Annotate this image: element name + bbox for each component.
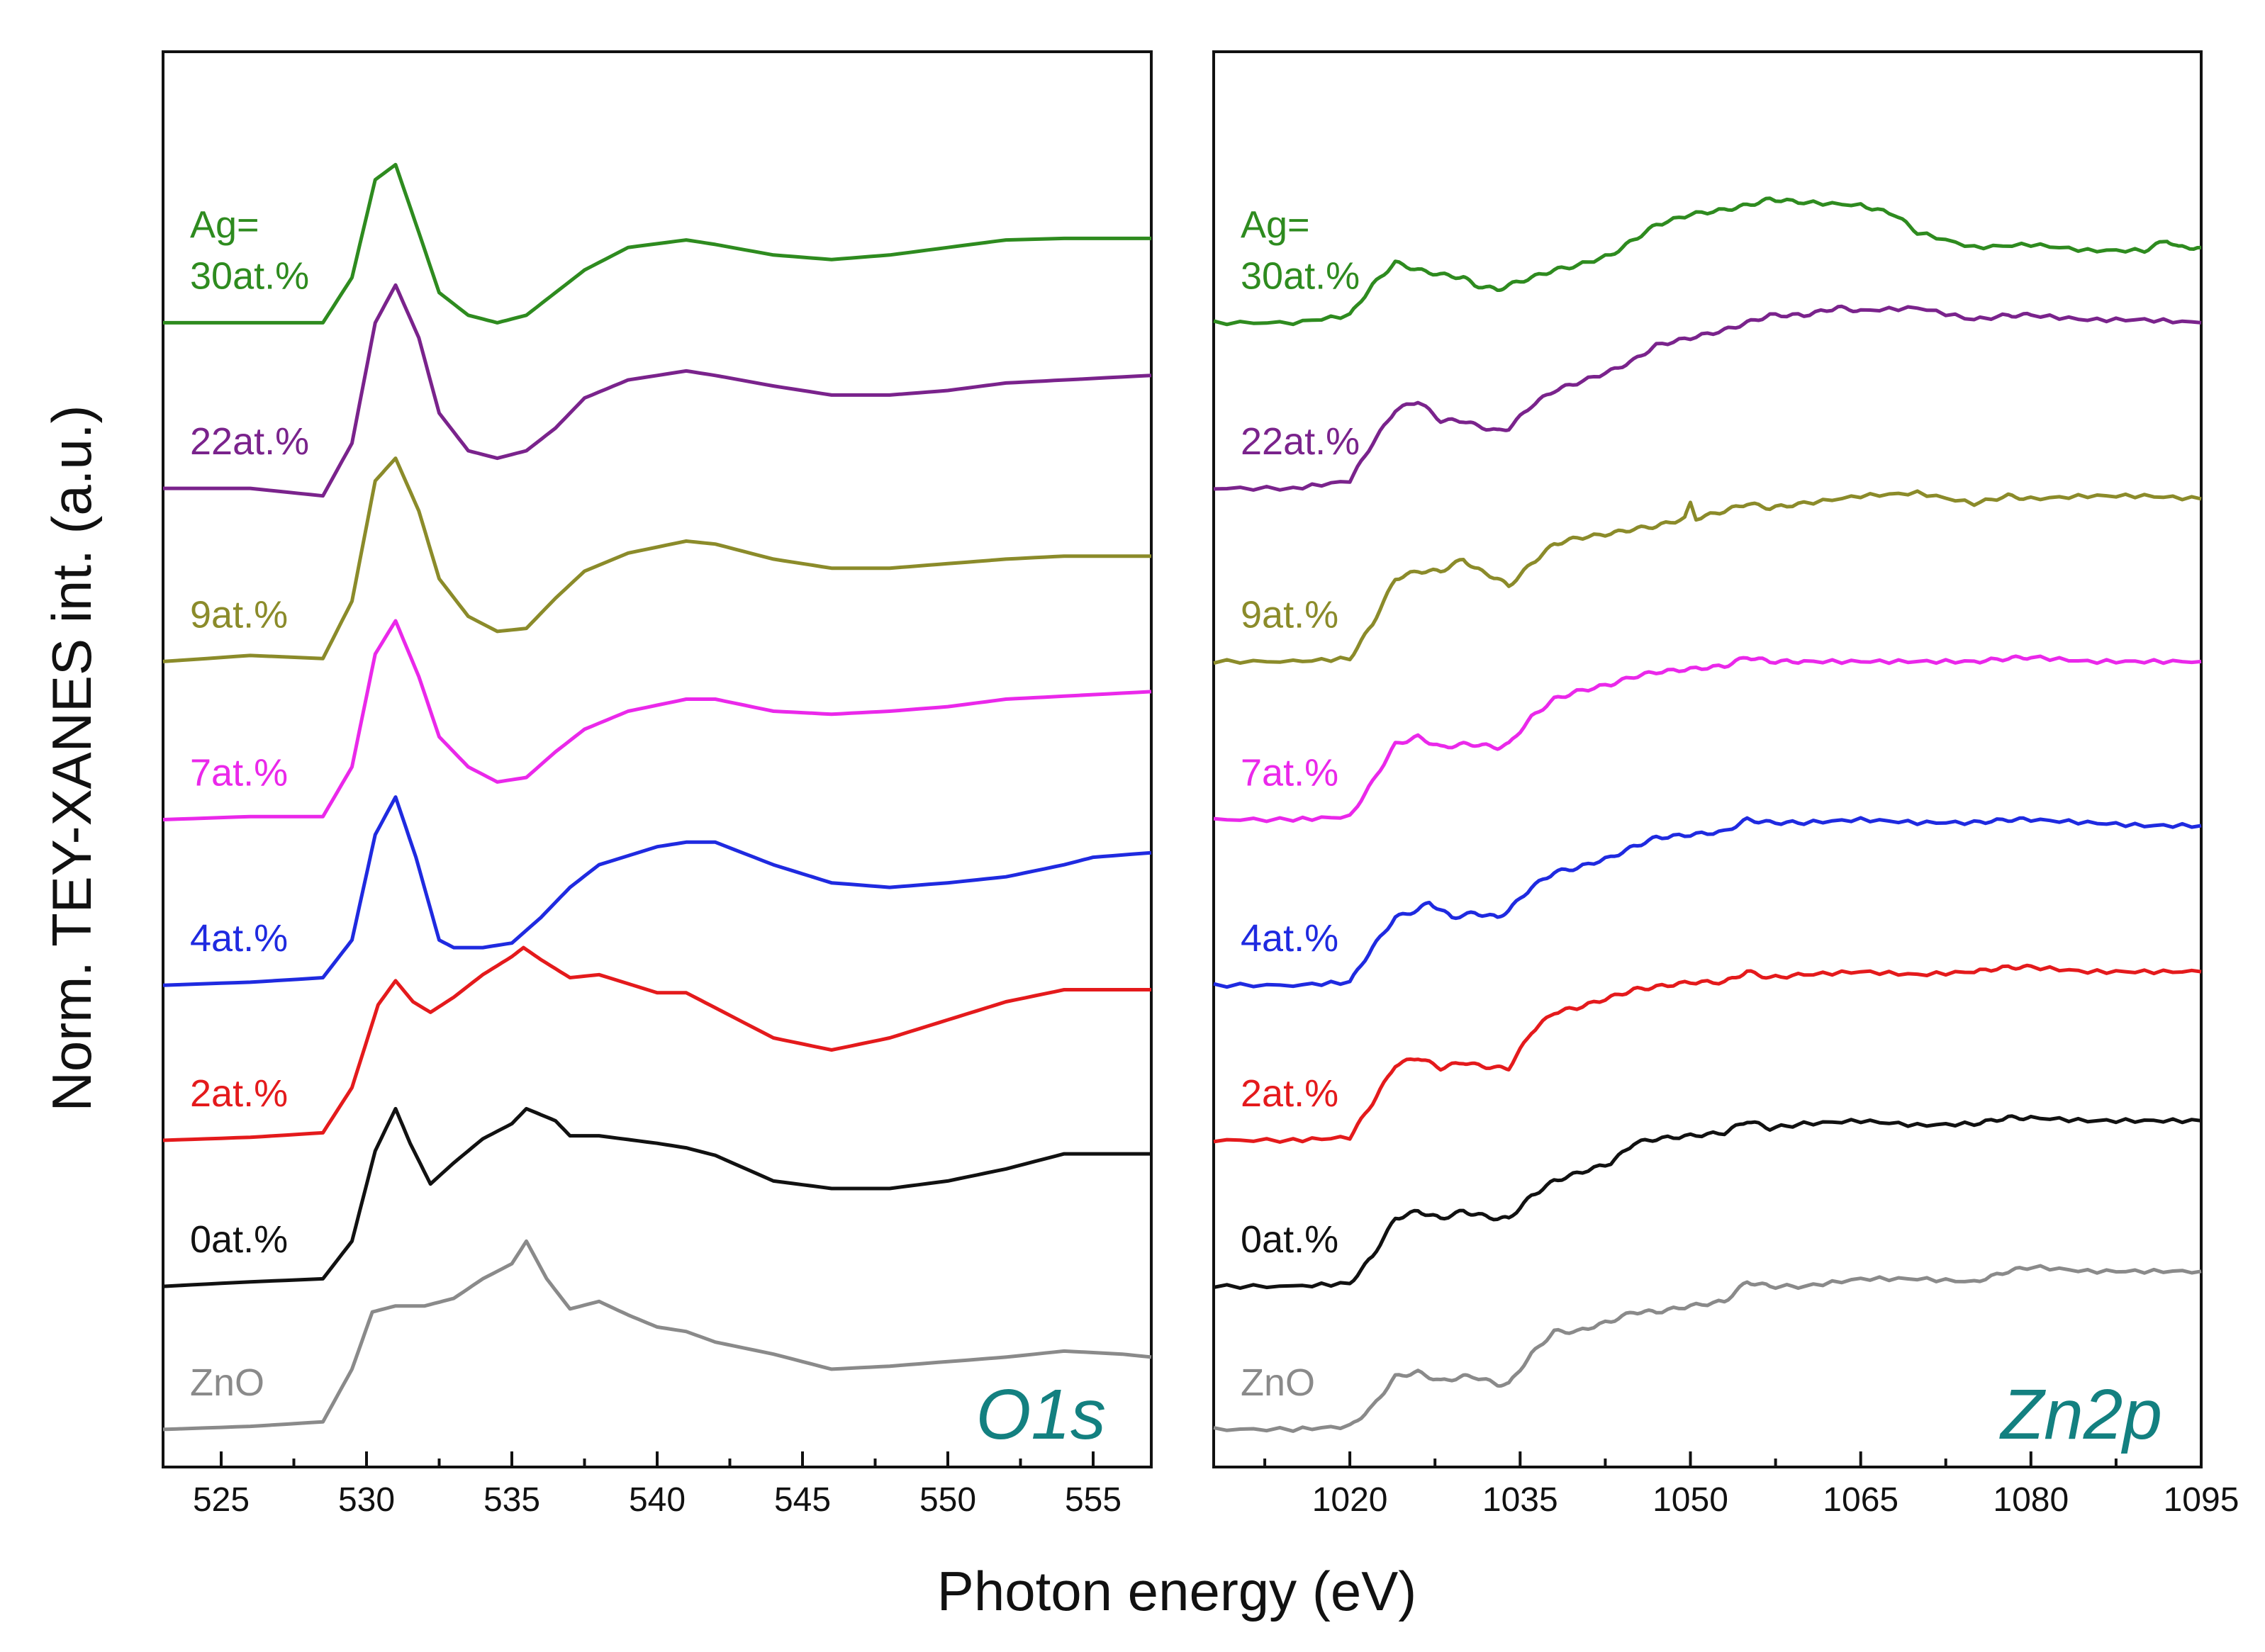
zn2p-x-tick-label-1050: 1050: [1652, 1481, 1728, 1519]
zn2p-x-tick-label-1020: 1020: [1312, 1481, 1388, 1519]
o1s-series-labels: ZnO 0at.% 2at.% 4at.% 7at.% 9at.% 22at.% 30at.%…: [190, 203, 309, 1403]
zn2p-series-labels: ZnO 0at.% 2at.% 4at.% 7at.% 9at.% 22at.% 30at.%…: [1241, 203, 1360, 1403]
o1s-series-line-22at: [163, 283, 1152, 498]
o1s-series-line-zno: [162, 1239, 1152, 1432]
o1s-series-label-4at: 4at.%: [190, 917, 288, 960]
zn2p-x-ticks: 1020 1035 1050 1065 1080 1095: [1263, 1451, 2239, 1519]
x-axis-title: Photon energy (eV): [937, 1560, 1416, 1622]
zn2p-series-label-2at: 2at.%: [1241, 1072, 1338, 1115]
o1s-x-tick-label-555: 555: [1065, 1481, 1122, 1519]
zn2p-series-line-7at: [1213, 654, 2202, 824]
o1s-series-label-0at: 0at.%: [190, 1218, 288, 1261]
zn2p-series-label-0at: 0at.%: [1241, 1218, 1338, 1261]
zn2p-series-lines: [1213, 196, 2202, 1433]
o1s-x-tick-label-530: 530: [338, 1481, 395, 1519]
o1s-edge-label: O1s: [976, 1375, 1106, 1454]
o1s-series-label-30at: 30at.%: [190, 254, 309, 297]
o1s-series-line-4at: [162, 795, 1152, 987]
zn2p-series-line-9at: [1213, 489, 2202, 665]
zn2p-series-label-30at: 30at.%: [1241, 254, 1360, 297]
zn2p-series-line-22at: [1213, 304, 2202, 492]
o1s-x-tick-label-550: 550: [919, 1481, 976, 1519]
zn2p-series-label-22at: 22at.%: [1241, 420, 1360, 463]
o1s-series-label-prefix: Ag=: [190, 203, 259, 246]
o1s-series-label-22at: 22at.%: [190, 420, 309, 463]
o1s-series-line-7at: [162, 619, 1152, 821]
zn2p-panel: 1020 1035 1050 1065 1080 1095 ZnO 0at.% 2at.% 4a…: [1212, 50, 2239, 1519]
zn2p-series-label-9at: 9at.%: [1241, 593, 1338, 636]
zn2p-edge-label: Zn2p: [1999, 1375, 2162, 1454]
zn2p-x-tick-label-1035: 1035: [1482, 1481, 1558, 1519]
o1s-x-tick-label-545: 545: [774, 1481, 831, 1519]
zn2p-series-line-zno: [1213, 1264, 2202, 1433]
zn2p-x-tick-label-1080: 1080: [1993, 1481, 2069, 1519]
zn2p-series-line-30at: [1213, 196, 2202, 327]
zn2p-series-line-4at: [1213, 816, 2202, 989]
zn2p-plot-frame: [1212, 50, 2203, 1468]
zn2p-series-line-2at: [1213, 963, 2202, 1144]
zn2p-x-tick-label-1095: 1095: [2164, 1481, 2239, 1519]
zn2p-series-label-zno: ZnO: [1241, 1361, 1315, 1404]
o1s-x-tick-label-525: 525: [193, 1481, 250, 1519]
o1s-series-line-2at: [162, 945, 1151, 1142]
o1s-x-tick-label-540: 540: [629, 1481, 686, 1519]
zn2p-series-label-7at: 7at.%: [1241, 751, 1338, 794]
o1s-series-label-2at: 2at.%: [190, 1072, 288, 1115]
o1s-panel: 525 530 535 540 545 550 555 ZnO 0at.% 2at.% 4at.%…: [162, 50, 1153, 1519]
o1s-x-tick-label-535: 535: [483, 1481, 540, 1519]
zn2p-series-label-prefix: Ag=: [1241, 203, 1310, 246]
o1s-series-line-0at: [162, 1106, 1151, 1288]
zn2p-series-line-0at: [1213, 1114, 2202, 1291]
o1s-plot-frame: [162, 50, 1153, 1468]
zn2p-x-tick-label-1065: 1065: [1823, 1481, 1898, 1519]
o1s-series-label-zno: ZnO: [190, 1361, 264, 1404]
o1s-series-line-9at: [162, 456, 1151, 663]
o1s-series-label-9at: 9at.%: [190, 593, 288, 636]
o1s-series-label-7at: 7at.%: [190, 751, 288, 794]
zn2p-series-label-4at: 4at.%: [1241, 917, 1338, 960]
o1s-x-ticks: 525 530 535 540 545 550 555: [193, 1451, 1122, 1519]
y-axis-title: Norm. TEY-XANES int. (a.u.): [40, 405, 103, 1112]
o1s-series-line-30at: [163, 162, 1151, 325]
o1s-series-lines: [162, 162, 1152, 1432]
